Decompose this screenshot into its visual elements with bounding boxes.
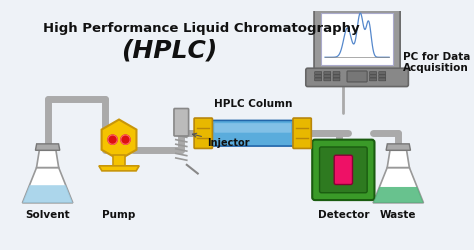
Text: (HPLC): (HPLC) — [121, 38, 218, 62]
FancyBboxPatch shape — [214, 123, 291, 133]
Polygon shape — [373, 187, 423, 203]
Polygon shape — [113, 155, 125, 166]
FancyBboxPatch shape — [370, 75, 376, 78]
FancyBboxPatch shape — [370, 72, 376, 74]
FancyBboxPatch shape — [306, 68, 409, 86]
FancyBboxPatch shape — [379, 78, 386, 81]
FancyBboxPatch shape — [379, 72, 386, 74]
FancyBboxPatch shape — [370, 78, 376, 81]
Polygon shape — [36, 150, 59, 168]
Text: Detector: Detector — [318, 210, 369, 220]
FancyBboxPatch shape — [324, 78, 331, 81]
FancyBboxPatch shape — [333, 78, 340, 81]
Polygon shape — [36, 144, 60, 150]
FancyBboxPatch shape — [319, 147, 367, 193]
FancyBboxPatch shape — [333, 75, 340, 78]
Polygon shape — [99, 166, 139, 171]
FancyBboxPatch shape — [174, 108, 189, 136]
Circle shape — [121, 135, 130, 144]
Polygon shape — [101, 120, 137, 160]
FancyBboxPatch shape — [347, 71, 367, 82]
Text: Solvent: Solvent — [25, 210, 70, 220]
FancyBboxPatch shape — [210, 120, 296, 146]
FancyBboxPatch shape — [315, 72, 322, 74]
FancyBboxPatch shape — [334, 155, 353, 184]
Text: Injector: Injector — [192, 133, 249, 148]
Text: High Performance Liquid Chromatography: High Performance Liquid Chromatography — [43, 22, 360, 35]
Text: HPLC Column: HPLC Column — [213, 100, 292, 110]
Text: PC for Data
Acquisition: PC for Data Acquisition — [403, 52, 470, 73]
Text: Pump: Pump — [102, 210, 136, 220]
FancyBboxPatch shape — [379, 75, 386, 78]
Polygon shape — [387, 150, 410, 168]
FancyBboxPatch shape — [194, 118, 212, 148]
FancyBboxPatch shape — [315, 78, 322, 81]
FancyBboxPatch shape — [321, 13, 393, 64]
FancyBboxPatch shape — [324, 75, 331, 78]
Circle shape — [108, 135, 117, 144]
FancyBboxPatch shape — [293, 118, 311, 148]
Polygon shape — [373, 168, 423, 203]
FancyBboxPatch shape — [333, 72, 340, 74]
Polygon shape — [22, 185, 73, 203]
Polygon shape — [386, 144, 410, 150]
FancyBboxPatch shape — [312, 140, 374, 200]
Text: Waste: Waste — [380, 210, 417, 220]
FancyBboxPatch shape — [324, 72, 331, 74]
Polygon shape — [22, 168, 73, 203]
FancyBboxPatch shape — [314, 6, 400, 72]
FancyBboxPatch shape — [315, 75, 322, 78]
